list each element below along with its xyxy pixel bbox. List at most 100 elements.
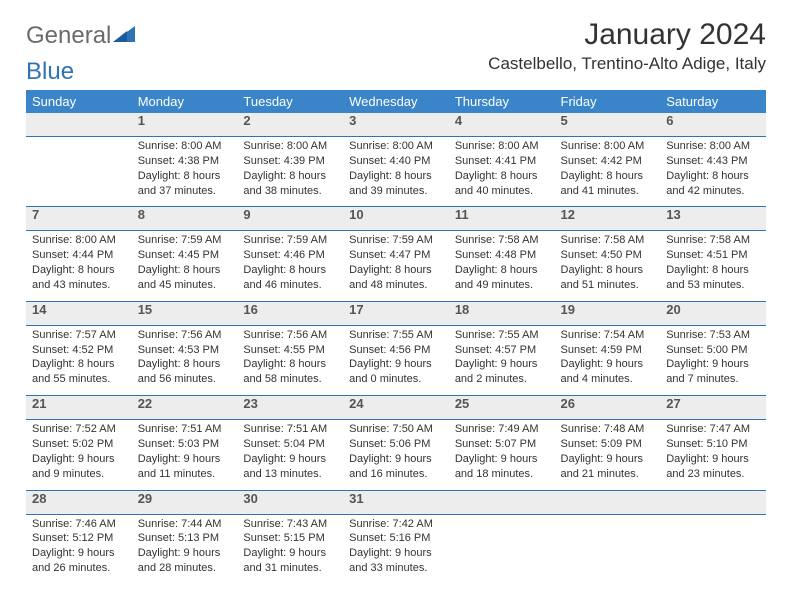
day-number-cell: 29 <box>132 490 238 514</box>
day-number-cell: 21 <box>26 396 132 420</box>
day-info-cell <box>26 137 132 207</box>
day-number-cell: 25 <box>449 396 555 420</box>
day-header-sunday: Sunday <box>26 90 132 113</box>
day-number-cell: 11 <box>449 207 555 231</box>
day-info-cell: Sunrise: 8:00 AMSunset: 4:42 PMDaylight:… <box>555 137 661 207</box>
day-info-cell: Sunrise: 7:56 AMSunset: 4:53 PMDaylight:… <box>132 325 238 395</box>
day-info-cell: Sunrise: 7:55 AMSunset: 4:56 PMDaylight:… <box>343 325 449 395</box>
calendar-header-row: Sunday Monday Tuesday Wednesday Thursday… <box>26 90 766 113</box>
month-title: January 2024 <box>488 18 766 52</box>
day-number-cell: 12 <box>555 207 661 231</box>
day-number-cell: 10 <box>343 207 449 231</box>
day-info-cell: Sunrise: 8:00 AMSunset: 4:44 PMDaylight:… <box>26 231 132 301</box>
day-info-cell: Sunrise: 7:58 AMSunset: 4:48 PMDaylight:… <box>449 231 555 301</box>
day-info-text: Sunrise: 7:54 AMSunset: 4:59 PMDaylight:… <box>561 326 655 387</box>
day-info-text: Sunrise: 7:48 AMSunset: 5:09 PMDaylight:… <box>561 420 655 481</box>
day-info-cell: Sunrise: 7:56 AMSunset: 4:55 PMDaylight:… <box>237 325 343 395</box>
day-info-cell: Sunrise: 7:58 AMSunset: 4:50 PMDaylight:… <box>555 231 661 301</box>
day-info-text: Sunrise: 8:00 AMSunset: 4:39 PMDaylight:… <box>243 137 337 198</box>
day-info-cell: Sunrise: 8:00 AMSunset: 4:43 PMDaylight:… <box>660 137 766 207</box>
day-info-cell: Sunrise: 7:59 AMSunset: 4:47 PMDaylight:… <box>343 231 449 301</box>
day-info-text: Sunrise: 7:46 AMSunset: 5:12 PMDaylight:… <box>32 515 126 576</box>
day-info-row: Sunrise: 7:52 AMSunset: 5:02 PMDaylight:… <box>26 420 766 490</box>
day-info-text: Sunrise: 7:56 AMSunset: 4:53 PMDaylight:… <box>138 326 232 387</box>
day-number-cell: 17 <box>343 301 449 325</box>
day-info-cell: Sunrise: 8:00 AMSunset: 4:39 PMDaylight:… <box>237 137 343 207</box>
day-info-cell: Sunrise: 7:44 AMSunset: 5:13 PMDaylight:… <box>132 514 238 584</box>
day-info-cell: Sunrise: 7:48 AMSunset: 5:09 PMDaylight:… <box>555 420 661 490</box>
day-header-monday: Monday <box>132 90 238 113</box>
day-info-text: Sunrise: 7:44 AMSunset: 5:13 PMDaylight:… <box>138 515 232 576</box>
day-header-saturday: Saturday <box>660 90 766 113</box>
brand-logo: General <box>26 24 135 49</box>
daynum-row: 28293031 <box>26 490 766 514</box>
day-number-cell: 24 <box>343 396 449 420</box>
day-info-cell: Sunrise: 7:58 AMSunset: 4:51 PMDaylight:… <box>660 231 766 301</box>
day-info-text: Sunrise: 7:49 AMSunset: 5:07 PMDaylight:… <box>455 420 549 481</box>
day-number-cell: 3 <box>343 113 449 137</box>
day-info-text: Sunrise: 7:59 AMSunset: 4:45 PMDaylight:… <box>138 231 232 292</box>
day-number-cell: 23 <box>237 396 343 420</box>
day-info-cell: Sunrise: 7:42 AMSunset: 5:16 PMDaylight:… <box>343 514 449 584</box>
day-info-cell: Sunrise: 7:52 AMSunset: 5:02 PMDaylight:… <box>26 420 132 490</box>
day-header-friday: Friday <box>555 90 661 113</box>
day-info-cell: Sunrise: 7:51 AMSunset: 5:04 PMDaylight:… <box>237 420 343 490</box>
brand-triangle-icon <box>113 24 135 49</box>
day-number-cell: 6 <box>660 113 766 137</box>
day-info-cell: Sunrise: 7:59 AMSunset: 4:46 PMDaylight:… <box>237 231 343 301</box>
day-info-cell: Sunrise: 7:43 AMSunset: 5:15 PMDaylight:… <box>237 514 343 584</box>
day-info-text: Sunrise: 7:59 AMSunset: 4:47 PMDaylight:… <box>349 231 443 292</box>
day-number-cell: 27 <box>660 396 766 420</box>
day-number-cell: 8 <box>132 207 238 231</box>
day-info-text: Sunrise: 7:51 AMSunset: 5:04 PMDaylight:… <box>243 420 337 481</box>
day-info-text: Sunrise: 7:53 AMSunset: 5:00 PMDaylight:… <box>666 326 760 387</box>
day-info-text: Sunrise: 7:56 AMSunset: 4:55 PMDaylight:… <box>243 326 337 387</box>
day-number-cell: 28 <box>26 490 132 514</box>
day-number-cell: 30 <box>237 490 343 514</box>
day-info-cell: Sunrise: 7:55 AMSunset: 4:57 PMDaylight:… <box>449 325 555 395</box>
day-number-cell <box>555 490 661 514</box>
day-info-text: Sunrise: 8:00 AMSunset: 4:38 PMDaylight:… <box>138 137 232 198</box>
day-info-text: Sunrise: 7:47 AMSunset: 5:10 PMDaylight:… <box>666 420 760 481</box>
day-info-text: Sunrise: 7:50 AMSunset: 5:06 PMDaylight:… <box>349 420 443 481</box>
day-info-text: Sunrise: 7:52 AMSunset: 5:02 PMDaylight:… <box>32 420 126 481</box>
day-number-cell <box>660 490 766 514</box>
day-info-text: Sunrise: 7:43 AMSunset: 5:15 PMDaylight:… <box>243 515 337 576</box>
day-info-text: Sunrise: 7:59 AMSunset: 4:46 PMDaylight:… <box>243 231 337 292</box>
day-info-text: Sunrise: 8:00 AMSunset: 4:43 PMDaylight:… <box>666 137 760 198</box>
day-info-cell: Sunrise: 7:50 AMSunset: 5:06 PMDaylight:… <box>343 420 449 490</box>
day-info-text: Sunrise: 7:55 AMSunset: 4:57 PMDaylight:… <box>455 326 549 387</box>
day-number-cell <box>449 490 555 514</box>
daynum-row: 78910111213 <box>26 207 766 231</box>
day-number-cell: 15 <box>132 301 238 325</box>
brand-part1: General <box>26 24 111 48</box>
day-info-cell: Sunrise: 7:59 AMSunset: 4:45 PMDaylight:… <box>132 231 238 301</box>
day-info-row: Sunrise: 8:00 AMSunset: 4:44 PMDaylight:… <box>26 231 766 301</box>
day-info-cell: Sunrise: 7:57 AMSunset: 4:52 PMDaylight:… <box>26 325 132 395</box>
day-info-text: Sunrise: 7:51 AMSunset: 5:03 PMDaylight:… <box>138 420 232 481</box>
day-info-row: Sunrise: 7:57 AMSunset: 4:52 PMDaylight:… <box>26 325 766 395</box>
day-info-cell: Sunrise: 7:53 AMSunset: 5:00 PMDaylight:… <box>660 325 766 395</box>
daynum-row: 123456 <box>26 113 766 137</box>
day-info-text: Sunrise: 8:00 AMSunset: 4:42 PMDaylight:… <box>561 137 655 198</box>
day-info-cell: Sunrise: 7:47 AMSunset: 5:10 PMDaylight:… <box>660 420 766 490</box>
day-number-cell: 18 <box>449 301 555 325</box>
brand-part2: Blue <box>26 60 74 84</box>
day-header-wednesday: Wednesday <box>343 90 449 113</box>
day-info-row: Sunrise: 7:46 AMSunset: 5:12 PMDaylight:… <box>26 514 766 584</box>
day-number-cell: 5 <box>555 113 661 137</box>
day-info-cell: Sunrise: 8:00 AMSunset: 4:40 PMDaylight:… <box>343 137 449 207</box>
title-block: January 2024 Castelbello, Trentino-Alto … <box>488 18 766 74</box>
day-header-thursday: Thursday <box>449 90 555 113</box>
day-info-cell: Sunrise: 8:00 AMSunset: 4:38 PMDaylight:… <box>132 137 238 207</box>
day-number-cell: 31 <box>343 490 449 514</box>
day-info-cell: Sunrise: 8:00 AMSunset: 4:41 PMDaylight:… <box>449 137 555 207</box>
day-info-cell: Sunrise: 7:46 AMSunset: 5:12 PMDaylight:… <box>26 514 132 584</box>
day-number-cell: 7 <box>26 207 132 231</box>
day-info-text: Sunrise: 7:57 AMSunset: 4:52 PMDaylight:… <box>32 326 126 387</box>
daynum-row: 14151617181920 <box>26 301 766 325</box>
day-info-cell <box>555 514 661 584</box>
day-info-text: Sunrise: 8:00 AMSunset: 4:40 PMDaylight:… <box>349 137 443 198</box>
day-header-tuesday: Tuesday <box>237 90 343 113</box>
day-number-cell: 4 <box>449 113 555 137</box>
